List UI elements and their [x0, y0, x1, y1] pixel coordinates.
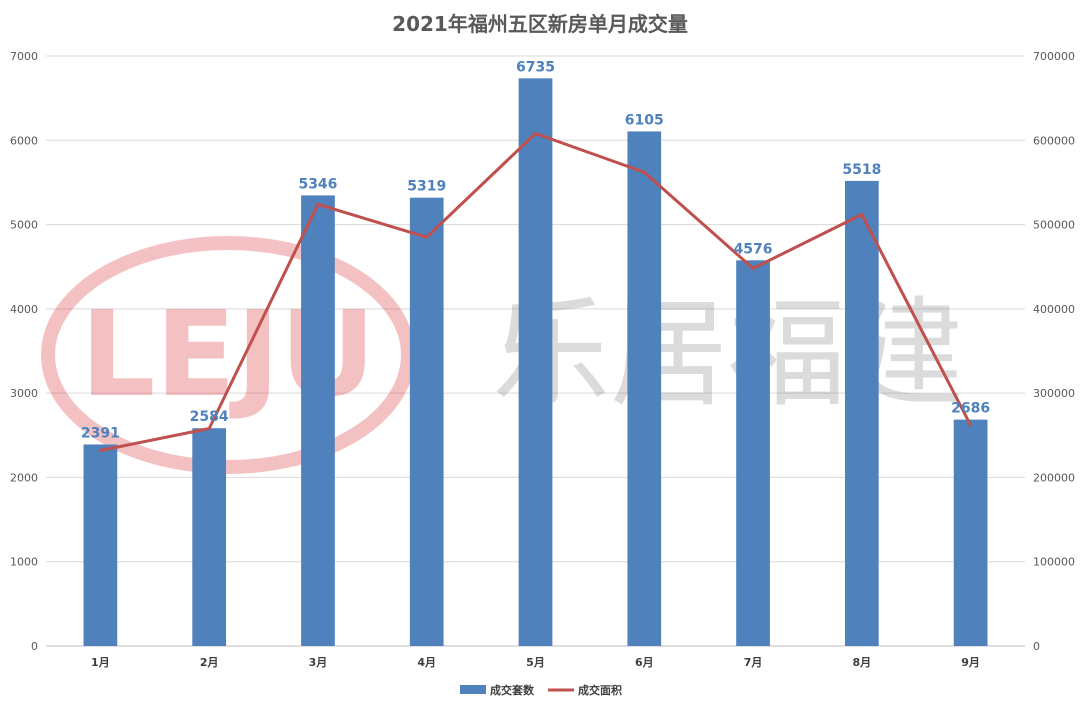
bar-data-label: 5518	[842, 162, 881, 178]
bar	[627, 131, 662, 646]
y-right-tick-label: 200000	[1033, 471, 1075, 484]
line-point	[642, 170, 646, 174]
chart-title: 2021年福州五区新房单月成交量	[392, 12, 688, 36]
y-left-tick-label: 7000	[10, 50, 38, 63]
legend-label-line: 成交面积	[578, 683, 622, 697]
bar	[409, 197, 444, 647]
line-point	[751, 266, 755, 270]
line-point	[98, 448, 102, 452]
line-point	[969, 423, 973, 427]
x-tick-label: 3月	[309, 656, 328, 669]
line-point	[860, 212, 864, 216]
bar	[83, 444, 118, 646]
x-tick-label: 8月	[853, 656, 872, 669]
line-point	[425, 235, 429, 239]
legend: 成交套数 成交面积	[460, 683, 622, 697]
y-left-tick-label: 4000	[10, 303, 38, 316]
y-right-tick-label: 300000	[1033, 387, 1075, 400]
y-right-tick-label: 700000	[1033, 50, 1075, 63]
bar	[518, 78, 553, 647]
x-tick-label: 7月	[744, 656, 763, 669]
legend-swatch-bar	[460, 685, 486, 694]
line-point	[207, 427, 211, 431]
bar-data-label: 2391	[81, 425, 120, 441]
bar-data-label: 2584	[190, 409, 229, 425]
watermark-logo-ring	[41, 236, 415, 474]
y-right-tick-label: 500000	[1033, 219, 1075, 232]
leju-watermark: LEJU 乐居福建	[41, 236, 964, 474]
bar	[844, 180, 879, 646]
bar-data-label: 2686	[951, 401, 990, 417]
watermark-brand-text: 乐居福建	[492, 285, 964, 423]
x-tick-label: 9月	[961, 656, 980, 669]
y-right-tick-label: 0	[1033, 640, 1040, 653]
bar-data-label: 5346	[298, 176, 337, 192]
bar	[736, 260, 770, 646]
y-left-tick-label: 0	[31, 640, 38, 653]
data-labels: 2391 2584 5346 5319 6735 6105 4576 5518 2686	[81, 59, 990, 441]
bar-data-label: 4576	[734, 241, 773, 257]
bar	[301, 195, 335, 646]
line-point	[534, 132, 537, 136]
bar	[192, 428, 227, 646]
axes: 0 1000 2000 3000 4000 5000 6000 7000 0 100000 2000…	[10, 50, 1075, 669]
x-tick-label: 4月	[417, 656, 436, 669]
x-tick-label: 2月	[200, 656, 219, 669]
x-tick-label: 6月	[635, 656, 654, 669]
bar	[953, 419, 988, 646]
bar-data-label: 6735	[516, 59, 555, 75]
legend-label-bar: 成交套数	[490, 683, 535, 697]
y-left-tick-label: 2000	[10, 471, 38, 484]
y-right-tick-label: 600000	[1033, 134, 1075, 147]
y-left-tick-label: 6000	[10, 134, 38, 147]
bar-data-label: 5319	[407, 179, 446, 195]
x-tick-label: 1月	[91, 656, 110, 669]
line-series	[98, 132, 973, 452]
bar-series	[83, 78, 988, 647]
y-right-tick-label: 400000	[1033, 303, 1075, 316]
line-point	[316, 202, 320, 206]
x-tick-label: 5月	[526, 656, 545, 669]
y-left-tick-label: 3000	[10, 387, 38, 400]
y-left-tick-label: 1000	[10, 556, 38, 569]
y-right-tick-label: 100000	[1033, 556, 1075, 569]
bar-data-label: 6105	[625, 112, 664, 128]
y-left-tick-label: 5000	[10, 219, 38, 232]
